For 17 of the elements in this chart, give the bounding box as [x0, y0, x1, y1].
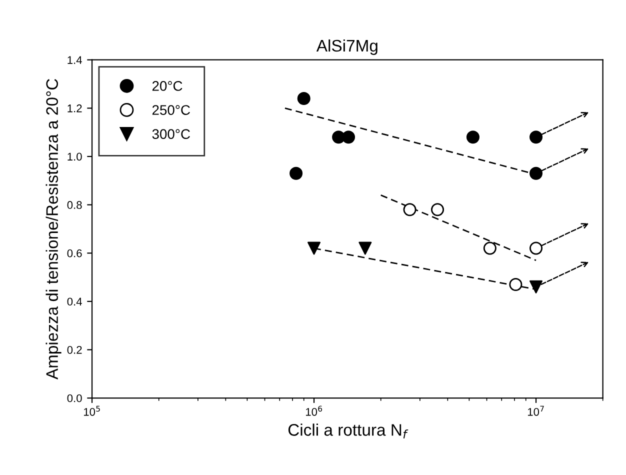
- y-tick-label: 1.0: [68, 152, 82, 161]
- y-tick-label: 1.4: [68, 56, 82, 64]
- x-axis-title: Cicli a rottura N$_{f}$: [288, 424, 408, 438]
- y-tick-label: 0.6: [67, 249, 82, 258]
- x-tick-label: 10$^{5}$: [84, 406, 100, 416]
- x-tick-label: 10$^{6}$: [306, 406, 322, 416]
- y-tick-label: 0.4: [67, 298, 82, 306]
- chart-title: AlSi7Mg: [316, 39, 378, 55]
- x-tick-label: 10$^{7}$: [528, 406, 544, 416]
- legend-label: 20°C: [152, 81, 182, 91]
- y-tick-label: 0.8: [67, 201, 82, 209]
- y-tick-label: 0.2: [67, 346, 82, 354]
- legend-label: 300°C: [152, 129, 190, 139]
- y-axis-title: Ampiezza di tensione/Resistenza a 20°C: [46, 78, 62, 380]
- y-tick-label: 0.0: [67, 394, 82, 402]
- legend-label: 250°C: [152, 105, 190, 115]
- y-tick-label: 1.2: [68, 104, 82, 112]
